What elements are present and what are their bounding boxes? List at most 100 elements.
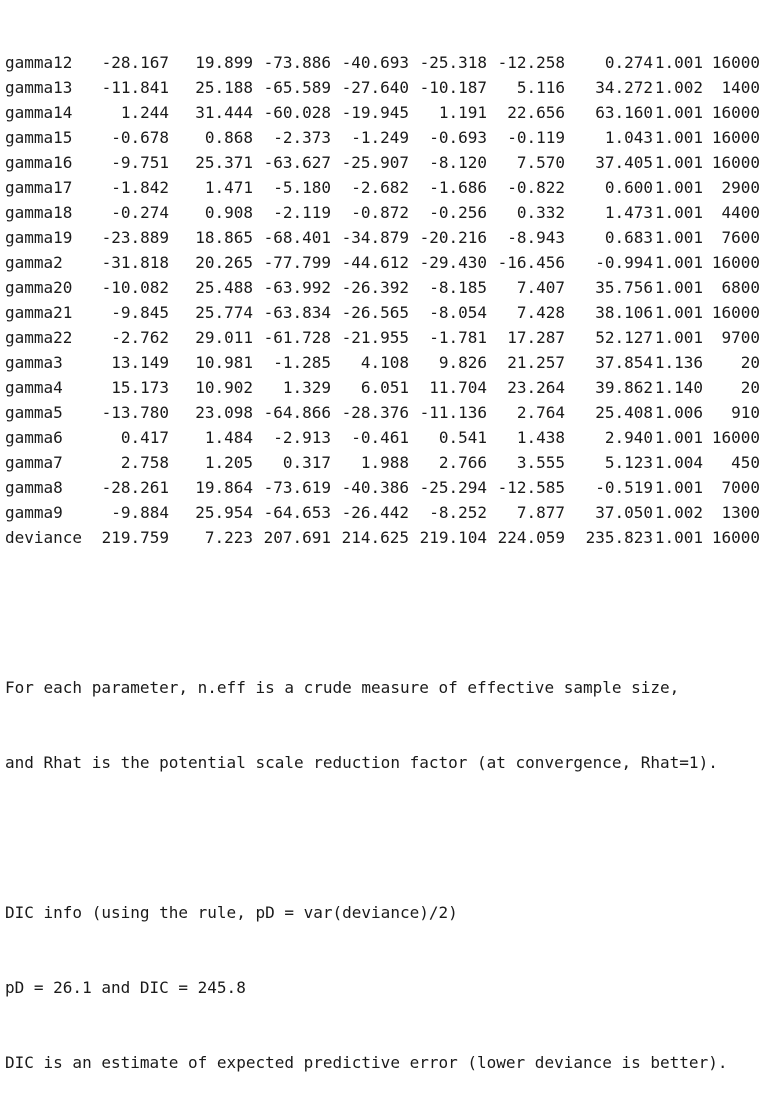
rhat-value: 1.001: [654, 328, 703, 347]
table-row: gamma6 0.417 1.484 -2.913 -0.461 0.541 1.438 2.…: [5, 425, 760, 450]
q50-value: -1.686: [429, 178, 487, 197]
mean-value: 219.759: [101, 528, 169, 547]
q25-value: -40.693: [341, 53, 409, 72]
q75-value: -0.822: [507, 178, 565, 197]
mean-value: -0.678: [111, 128, 169, 147]
q97-5-value: 38.106: [595, 303, 653, 322]
dic-values-line: pD = 26.1 and DIC = 245.8: [5, 978, 246, 997]
q97-5-value: 37.405: [595, 153, 653, 172]
blank-line: [5, 600, 760, 625]
sd-value: 18.865: [195, 228, 253, 247]
rhat-value: 1.004: [654, 453, 703, 472]
q75-value: 2.764: [516, 403, 565, 422]
q50-value: 219.104: [419, 528, 487, 547]
table-row: gamma15 -0.678 0.868 -2.373 -1.249 -0.693 -0.1…: [5, 125, 760, 150]
q25-value: -2.682: [351, 178, 409, 197]
blank-line: [5, 825, 760, 850]
neff-value: 4400: [721, 203, 760, 222]
parameter-name: gamma3: [5, 353, 63, 372]
parameter-name: gamma21: [5, 303, 73, 322]
q25-value: -26.392: [341, 278, 409, 297]
q25-value: -25.907: [341, 153, 409, 172]
q2-5-value: -73.619: [263, 478, 331, 497]
table-row: gamma16 -9.751 25.371 -63.627 -25.907 -8.120 7…: [5, 150, 760, 175]
mean-value: -1.842: [111, 178, 169, 197]
neff-value: 16000: [711, 128, 760, 147]
q97-5-value: 37.854: [595, 353, 653, 372]
q25-value: -28.376: [341, 403, 409, 422]
rhat-value: 1.001: [654, 128, 703, 147]
sd-value: 20.265: [195, 253, 253, 272]
q2-5-value: -68.401: [263, 228, 331, 247]
rhat-value: 1.140: [654, 378, 703, 397]
q2-5-value: -64.653: [263, 503, 331, 522]
q25-value: -0.461: [351, 428, 409, 447]
table-row: gamma12 -28.167 19.899 -73.886 -40.693 -25.31…: [5, 50, 760, 75]
q75-value: 224.059: [497, 528, 565, 547]
neff-value: 1300: [721, 503, 760, 522]
q75-value: 5.116: [516, 78, 565, 97]
q25-value: 4.108: [360, 353, 409, 372]
q50-value: -25.294: [419, 478, 487, 497]
sd-value: 0.908: [204, 203, 253, 222]
q75-value: 22.656: [507, 103, 565, 122]
rhat-value: 1.001: [654, 253, 703, 272]
rhat-value: 1.002: [654, 78, 703, 97]
q75-value: 7.428: [516, 303, 565, 322]
q50-value: 1.191: [438, 103, 487, 122]
rhat-value: 1.001: [654, 153, 703, 172]
q97-5-value: 39.862: [595, 378, 653, 397]
neff-value: 20: [740, 378, 760, 397]
dic-info-line: DIC info (using the rule, pD = var(devia…: [5, 903, 458, 922]
q75-value: 7.570: [516, 153, 565, 172]
neff-value: 16000: [711, 253, 760, 272]
mean-value: -31.818: [101, 253, 169, 272]
q75-value: -12.258: [497, 53, 565, 72]
q97-5-value: 0.600: [604, 178, 653, 197]
parameter-name: gamma18: [5, 203, 73, 222]
sd-value: 10.981: [195, 353, 253, 372]
table-row: gamma4 15.173 10.902 1.329 6.051 11.704 23.264…: [5, 375, 760, 400]
q25-value: -21.955: [341, 328, 409, 347]
neff-note-line-2: and Rhat is the potential scale reductio…: [5, 753, 718, 772]
sd-value: 19.864: [195, 478, 253, 497]
mean-value: -0.274: [111, 203, 169, 222]
q2-5-value: -64.866: [263, 403, 331, 422]
sd-value: 25.371: [195, 153, 253, 172]
mean-value: -28.167: [101, 53, 169, 72]
neff-value: 16000: [711, 103, 760, 122]
mean-value: 13.149: [111, 353, 169, 372]
parameter-name: gamma22: [5, 328, 73, 347]
neff-value: 7600: [721, 228, 760, 247]
mean-value: -9.845: [111, 303, 169, 322]
q25-value: -27.640: [341, 78, 409, 97]
parameter-name: gamma16: [5, 153, 73, 172]
q97-5-value: 0.274: [604, 53, 653, 72]
rhat-value: 1.001: [654, 303, 703, 322]
parameter-name: gamma12: [5, 53, 73, 72]
q2-5-value: -60.028: [263, 103, 331, 122]
parameter-name: gamma7: [5, 453, 63, 472]
console-output: gamma12 -28.167 19.899 -73.886 -40.693 -25.31…: [5, 0, 760, 1100]
parameter-name: gamma19: [5, 228, 73, 247]
table-row: gamma21 -9.845 25.774 -63.834 -26.565 -8.054 7…: [5, 300, 760, 325]
q97-5-value: 5.123: [604, 453, 653, 472]
rhat-value: 1.001: [654, 228, 703, 247]
mean-value: 0.417: [120, 428, 169, 447]
q50-value: -0.693: [429, 128, 487, 147]
mean-value: 1.244: [120, 103, 169, 122]
q97-5-value: 25.408: [595, 403, 653, 422]
parameter-name: gamma6: [5, 428, 63, 447]
q25-value: -26.565: [341, 303, 409, 322]
table-row: gamma22 -2.762 29.011 -61.728 -21.955 -1.781 1…: [5, 325, 760, 350]
neff-value: 6800: [721, 278, 760, 297]
q75-value: 7.877: [516, 503, 565, 522]
q2-5-value: -65.589: [263, 78, 331, 97]
mean-value: -11.841: [101, 78, 169, 97]
q2-5-value: -2.913: [273, 428, 331, 447]
neff-value: 16000: [711, 153, 760, 172]
table-row: gamma9 -9.884 25.954 -64.653 -26.442 -8.252 7.…: [5, 500, 760, 525]
q50-value: -8.054: [429, 303, 487, 322]
parameter-name: gamma4: [5, 378, 63, 397]
neff-value: 9700: [721, 328, 760, 347]
